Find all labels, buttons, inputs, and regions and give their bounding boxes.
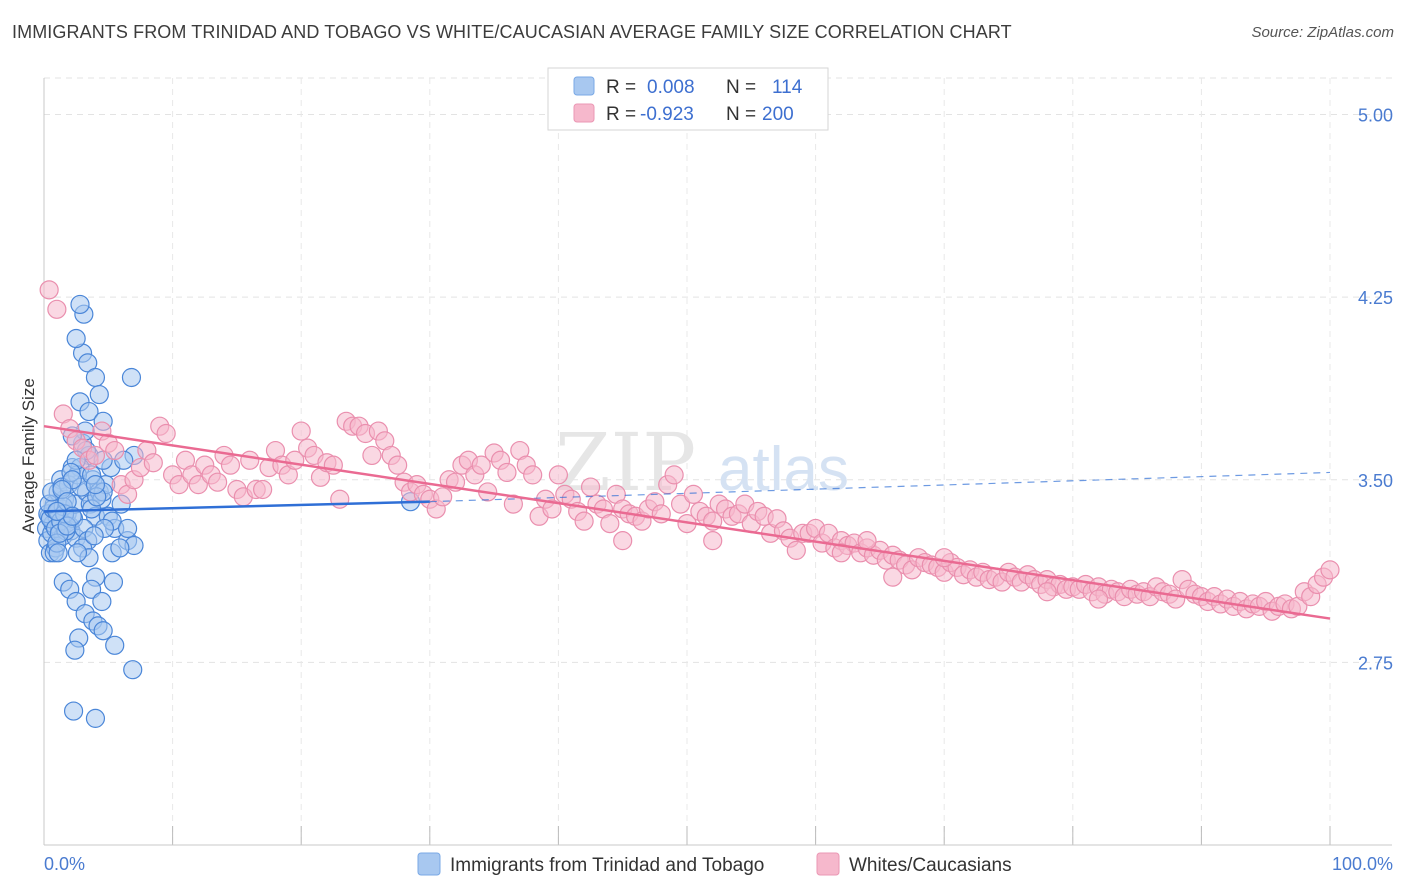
data-point-immigrants bbox=[67, 543, 88, 563]
x-tick-label-max: 100.0% bbox=[1332, 854, 1393, 874]
y-tick-label: 4.25 bbox=[1358, 288, 1393, 308]
data-point-immigrants bbox=[105, 635, 125, 655]
data-point-whites bbox=[703, 531, 723, 551]
data-point-immigrants bbox=[110, 538, 130, 558]
data-point-whites bbox=[574, 511, 594, 531]
data-point-whites bbox=[1037, 582, 1057, 602]
data-point-whites bbox=[542, 499, 562, 519]
data-point-whites bbox=[786, 540, 806, 560]
legend-r-value-pink: -0.923 bbox=[640, 104, 694, 125]
data-point-whites bbox=[471, 455, 491, 475]
trend-line-immigrants bbox=[43, 500, 430, 513]
source-credit: Source: ZipAtlas.com bbox=[1251, 24, 1394, 41]
axes bbox=[43, 78, 1392, 846]
legend-r-label-blue: R = bbox=[606, 77, 636, 98]
watermark-atlas: atlas bbox=[718, 435, 849, 504]
legend-swatch-blue bbox=[573, 76, 595, 96]
trend-line-whites bbox=[43, 424, 1331, 620]
data-point-whites bbox=[39, 280, 59, 300]
legend-box: R = 0.008 N = 114 R = -0.923 N = 200 bbox=[547, 67, 829, 131]
data-point-whites bbox=[664, 465, 684, 485]
bottom-legend-label-pink: Whites/Caucasians bbox=[849, 855, 1012, 876]
data-point-immigrants bbox=[48, 543, 68, 563]
data-point-whites bbox=[523, 465, 543, 485]
data-point-whites bbox=[934, 548, 954, 568]
data-point-whites bbox=[1088, 589, 1109, 609]
data-point-whites bbox=[433, 487, 453, 507]
data-point-immigrants bbox=[103, 572, 124, 592]
data-point-whites bbox=[683, 484, 704, 504]
data-point-immigrants bbox=[85, 367, 106, 388]
x-tick-label-min: 0.0% bbox=[44, 854, 85, 874]
data-point-whites bbox=[143, 453, 163, 473]
data-point-immigrants bbox=[66, 328, 86, 349]
y-tick-labels: 2.75 3.50 4.25 5.00 bbox=[1358, 106, 1393, 674]
legend-swatch-pink bbox=[573, 103, 595, 123]
data-point-whites bbox=[330, 489, 350, 509]
data-point-whites bbox=[156, 423, 176, 444]
chart-title: IMMIGRANTS FROM TRINIDAD AND TOBAGO VS W… bbox=[12, 22, 1012, 42]
data-point-whites bbox=[497, 462, 517, 483]
data-point-immigrants bbox=[63, 701, 84, 721]
data-point-whites bbox=[169, 475, 189, 495]
data-point-whites bbox=[831, 543, 851, 563]
data-point-whites bbox=[47, 299, 67, 319]
data-point-whites bbox=[220, 455, 241, 475]
data-point-whites bbox=[600, 513, 620, 534]
data-point-whites bbox=[857, 531, 877, 551]
data-point-whites bbox=[188, 475, 208, 495]
data-point-immigrants bbox=[65, 640, 85, 660]
legend-r-value-blue: 0.008 bbox=[647, 77, 695, 98]
bottom-legend-swatch-pink bbox=[816, 852, 840, 876]
data-point-immigrants bbox=[81, 579, 102, 599]
data-point-whites bbox=[580, 477, 601, 497]
x-tick-labels: 0.0% 100.0% bbox=[44, 854, 1393, 874]
data-point-immigrants bbox=[123, 660, 143, 680]
data-point-whites bbox=[883, 567, 903, 587]
data-point-whites bbox=[670, 494, 691, 514]
grid bbox=[44, 77, 1392, 845]
legend-n-label-blue: N = bbox=[726, 77, 756, 98]
y-axis-title: Average Family Size bbox=[19, 378, 38, 534]
data-point-whites bbox=[85, 445, 106, 466]
legend-n-value-pink: 200 bbox=[762, 104, 794, 125]
data-point-immigrants bbox=[121, 367, 142, 388]
data-point-immigrants bbox=[79, 401, 99, 422]
data-point-whites bbox=[208, 472, 228, 492]
trend-lines bbox=[43, 424, 1331, 620]
data-point-immigrants bbox=[93, 621, 113, 641]
legend-n-label-pink: N = bbox=[726, 104, 756, 125]
bottom-legend-swatch-blue bbox=[417, 852, 441, 876]
legend-r-label-pink: R = bbox=[606, 104, 636, 125]
data-point-immigrants bbox=[117, 518, 138, 539]
series-whites-points bbox=[39, 280, 1340, 621]
data-point-immigrants bbox=[85, 708, 106, 728]
data-point-whites bbox=[253, 479, 273, 500]
y-tick-label: 5.00 bbox=[1358, 106, 1393, 126]
data-point-whites bbox=[1320, 560, 1340, 580]
data-point-whites bbox=[362, 445, 382, 466]
series-immigrants-points bbox=[36, 294, 421, 728]
y-tick-label: 2.75 bbox=[1358, 653, 1393, 673]
data-point-immigrants bbox=[85, 475, 106, 495]
data-point-whites bbox=[291, 421, 311, 441]
bottom-legend: Immigrants from Trinidad and Tobago Whit… bbox=[417, 852, 1012, 876]
legend-n-value-blue: 114 bbox=[772, 77, 803, 98]
data-point-immigrants bbox=[92, 591, 112, 612]
data-point-immigrants bbox=[70, 294, 90, 315]
data-point-whites bbox=[240, 450, 260, 470]
data-point-whites bbox=[388, 455, 408, 475]
bottom-legend-label-blue: Immigrants from Trinidad and Tobago bbox=[450, 855, 764, 876]
data-point-immigrants bbox=[89, 384, 109, 405]
data-point-whites bbox=[613, 531, 633, 551]
data-point-whites bbox=[548, 465, 569, 485]
y-tick-label: 3.50 bbox=[1358, 471, 1393, 491]
data-point-immigrants bbox=[84, 526, 104, 546]
data-point-whites bbox=[105, 440, 125, 461]
